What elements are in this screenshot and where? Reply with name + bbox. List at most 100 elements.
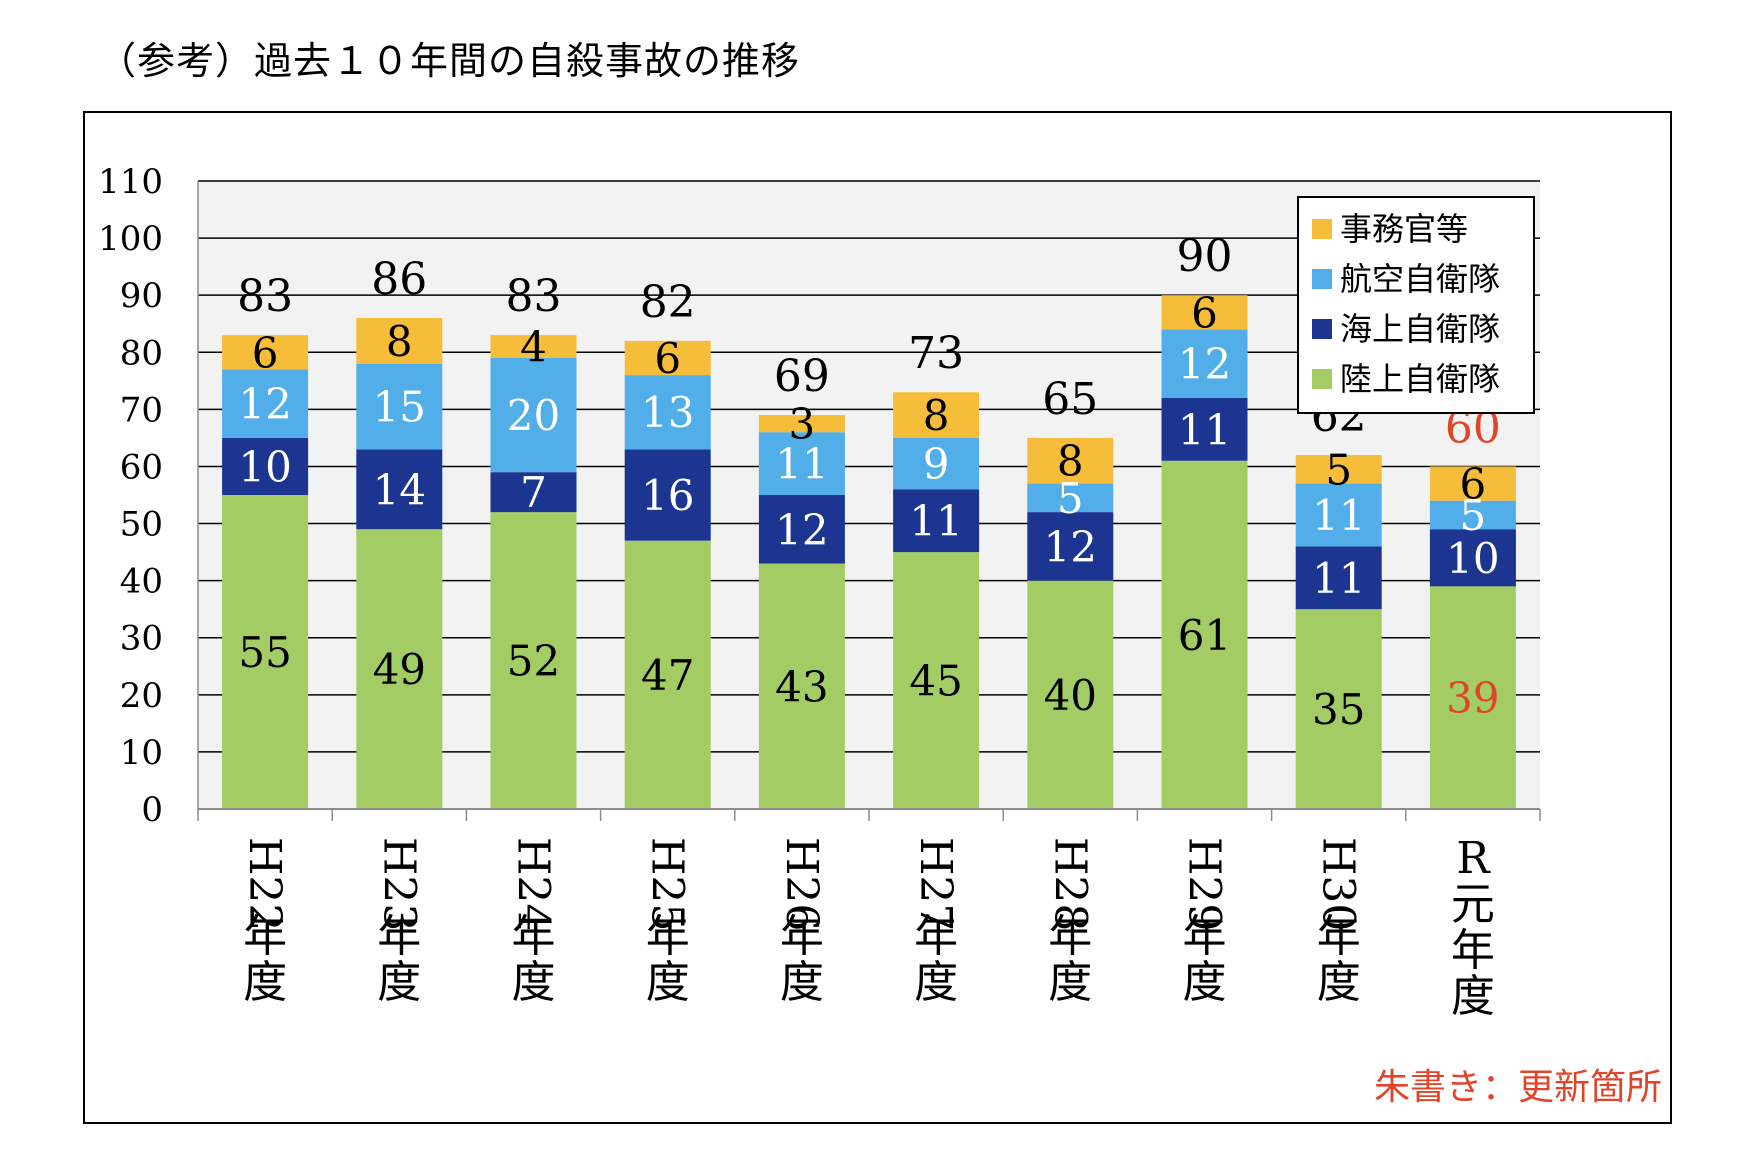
data-label: 43 [775, 662, 828, 711]
x-tick-label-char: 度 [914, 957, 958, 1008]
bar-segment [1027, 512, 1114, 581]
x-tick-label-latin: H27 [910, 837, 961, 931]
total-label: 83 [237, 271, 293, 322]
data-label: 4 [520, 323, 547, 372]
bar-segment [1027, 437, 1114, 484]
x-tick-label-latin: H30 [1313, 837, 1364, 931]
total-label: 90 [1177, 231, 1233, 282]
bar-segment [1027, 580, 1114, 809]
x-tick-label-latin: H28 [1044, 837, 1095, 931]
y-tick-label: 50 [120, 505, 163, 545]
legend-label: 陸上自衛隊 [1340, 360, 1500, 398]
data-label: 39 [1446, 674, 1499, 723]
data-label: 10 [1446, 534, 1499, 583]
legend [1297, 196, 1535, 414]
total-label: 82 [640, 277, 696, 328]
y-tick-label: 0 [141, 790, 163, 830]
x-tick-label-char: 年 [243, 911, 287, 962]
x-tick-label-char: 度 [646, 957, 690, 1008]
bar-segment [356, 318, 443, 364]
bar-segment [758, 432, 845, 495]
y-tick-label: 100 [98, 219, 163, 259]
total-label: 83 [506, 271, 562, 322]
legend-swatch [1312, 319, 1332, 339]
x-tick-label-char: 年 [780, 911, 824, 962]
y-tick-label: 70 [120, 390, 163, 430]
x-tick-label-char: 年 [1317, 911, 1361, 962]
bar-segment [624, 375, 711, 450]
data-label: 11 [1312, 491, 1365, 540]
bar-segment [490, 335, 577, 358]
update-note: 朱書き：更新箇所 [1373, 1067, 1662, 1108]
y-tick-label: 80 [120, 333, 163, 373]
data-label: 5 [1057, 474, 1084, 523]
x-tick-label-char: 年 [646, 911, 690, 962]
x-tick-label-char: 度 [1048, 957, 1092, 1008]
data-label: 3 [789, 400, 816, 449]
data-label: 5 [1325, 445, 1352, 494]
bar-segment [490, 512, 577, 809]
data-label: 12 [1178, 340, 1231, 389]
x-tick-label-char: 度 [780, 957, 824, 1008]
y-tick-label: 10 [120, 733, 163, 773]
data-label: 52 [507, 637, 560, 686]
bar-segment [1161, 397, 1248, 461]
x-tick-label-latin: H22 [239, 837, 290, 931]
bar-segment [1027, 483, 1114, 513]
bar-segment [490, 357, 577, 473]
x-tick-label-char: 年 [512, 911, 556, 962]
data-label: 47 [641, 651, 694, 700]
total-label: 86 [371, 254, 427, 305]
legend-swatch [1312, 219, 1332, 239]
bar-segment [222, 369, 309, 438]
x-tick-label-char: 年 [377, 911, 421, 962]
data-label: 9 [923, 440, 950, 489]
bar-segment [1429, 500, 1516, 530]
x-tick-label-char: 度 [1183, 957, 1227, 1008]
bar-segment [1295, 546, 1382, 610]
bar-segment [1429, 466, 1516, 501]
x-tick-label-char: 元 [1451, 879, 1495, 930]
bar-segment [356, 363, 443, 450]
total-label: 73 [908, 328, 964, 379]
x-tick-label-char: 年 [914, 911, 958, 962]
y-tick-label: 90 [120, 276, 163, 316]
x-tick-label-latin: H24 [508, 837, 559, 931]
data-label: 20 [507, 391, 560, 440]
data-label: 14 [373, 465, 426, 514]
data-label: 35 [1312, 685, 1365, 734]
legend-label: 航空自衛隊 [1340, 260, 1500, 298]
data-label: 6 [1191, 288, 1218, 337]
bar-segment [490, 472, 577, 513]
data-label: 6 [252, 328, 279, 377]
data-label: 10 [238, 442, 291, 491]
y-tick-label: 20 [120, 676, 163, 716]
bar-segment [222, 495, 309, 809]
x-tick-label-char: 度 [377, 957, 421, 1008]
x-tick-label-latin: H23 [373, 837, 424, 931]
bar-segment [1295, 483, 1382, 547]
bar-segment [758, 563, 845, 809]
bar-segment [893, 489, 980, 553]
data-label: 6 [1460, 460, 1487, 509]
data-label: 13 [641, 388, 694, 437]
x-tick-label-char: 度 [512, 957, 556, 1008]
data-label: 6 [654, 334, 681, 383]
bar-segment [893, 392, 980, 438]
data-label: 12 [775, 505, 828, 554]
x-tick-label-char: 年 [1451, 925, 1495, 976]
bar-segment [1429, 529, 1516, 587]
bar-segment [758, 495, 845, 564]
x-tick-label-char: 度 [1317, 957, 1361, 1008]
data-label: 15 [373, 383, 426, 432]
y-tick-label: 110 [98, 162, 163, 202]
legend-swatch [1312, 269, 1332, 289]
bar-segment [222, 335, 309, 370]
